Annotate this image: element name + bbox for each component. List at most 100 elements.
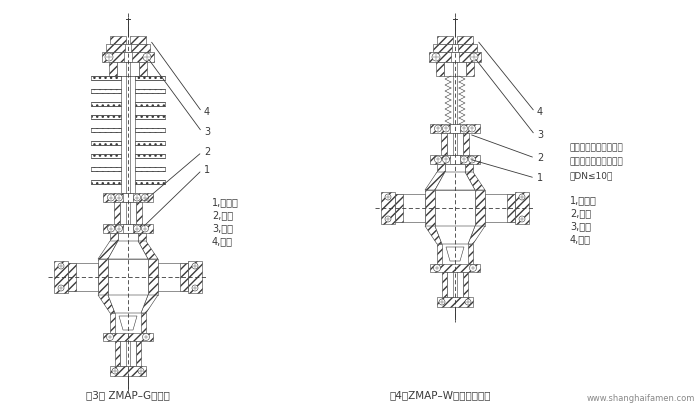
Polygon shape — [98, 241, 118, 259]
Bar — [106, 44, 150, 52]
Bar — [120, 341, 136, 366]
Bar — [447, 133, 463, 155]
Circle shape — [192, 285, 198, 291]
Bar — [91, 167, 121, 171]
Polygon shape — [119, 316, 137, 330]
Bar — [91, 180, 121, 184]
Bar — [114, 202, 120, 224]
Circle shape — [439, 299, 445, 305]
Text: www.shanghaifamen.com: www.shanghaifamen.com — [587, 394, 695, 403]
Text: 合理的阀芯整体式外轴: 合理的阀芯整体式外轴 — [570, 143, 624, 152]
Bar — [452, 44, 458, 52]
Bar — [450, 155, 460, 164]
Circle shape — [116, 194, 122, 201]
Bar — [475, 190, 485, 226]
Text: 1: 1 — [204, 165, 210, 175]
Text: （DN≤10）: （DN≤10） — [570, 171, 613, 180]
Bar — [451, 52, 459, 62]
Bar — [135, 76, 165, 80]
Bar — [444, 62, 466, 76]
Circle shape — [192, 263, 198, 269]
Bar — [395, 194, 403, 222]
Bar — [138, 233, 146, 241]
Bar — [136, 202, 142, 224]
Bar — [141, 313, 146, 333]
Bar — [435, 190, 475, 226]
Text: 3,阀盖: 3,阀盖 — [570, 221, 591, 231]
Bar — [429, 52, 481, 62]
Circle shape — [432, 53, 440, 61]
Bar — [437, 164, 445, 172]
Circle shape — [58, 285, 64, 291]
Bar — [91, 115, 121, 119]
Polygon shape — [425, 226, 442, 244]
Polygon shape — [435, 226, 475, 244]
Circle shape — [385, 194, 391, 200]
Circle shape — [116, 225, 122, 232]
Text: 1: 1 — [537, 173, 543, 183]
Circle shape — [108, 225, 115, 232]
Bar — [68, 263, 98, 291]
Text: 1,散热片: 1,散热片 — [212, 197, 239, 207]
Bar — [425, 190, 435, 226]
Bar — [118, 233, 138, 241]
Text: 2,接管: 2,接管 — [212, 210, 233, 220]
Bar — [139, 62, 147, 76]
Bar — [136, 341, 141, 366]
Bar — [103, 193, 153, 202]
Bar — [515, 192, 529, 224]
Polygon shape — [141, 295, 158, 313]
Bar — [441, 133, 447, 155]
Bar — [463, 272, 468, 297]
Bar — [135, 167, 165, 171]
Bar — [430, 124, 480, 133]
Bar — [457, 36, 473, 44]
Circle shape — [470, 53, 478, 61]
Bar — [135, 180, 165, 184]
Bar — [103, 333, 153, 341]
Circle shape — [470, 265, 477, 272]
Bar — [68, 263, 76, 291]
Bar — [110, 36, 126, 44]
Circle shape — [442, 156, 449, 163]
Polygon shape — [468, 226, 485, 244]
Bar — [433, 44, 477, 52]
Text: 2,接管: 2,接管 — [570, 208, 591, 218]
Bar — [54, 261, 68, 293]
Bar — [465, 164, 473, 172]
Bar — [123, 193, 133, 202]
Text: 4,填料: 4,填料 — [212, 236, 233, 246]
Text: 2: 2 — [537, 153, 543, 163]
Circle shape — [385, 216, 391, 222]
Bar — [123, 224, 133, 233]
Bar — [485, 194, 515, 222]
Text: 2: 2 — [204, 147, 210, 157]
Bar — [98, 259, 108, 295]
Text: 1,波纹管: 1,波纹管 — [570, 195, 597, 205]
Bar — [135, 141, 165, 145]
Bar — [135, 102, 165, 106]
Bar — [91, 141, 121, 145]
Bar — [450, 124, 460, 133]
Bar — [102, 52, 154, 62]
Polygon shape — [446, 247, 464, 261]
Polygon shape — [435, 172, 475, 190]
Bar — [110, 366, 146, 376]
Bar — [395, 194, 425, 222]
Bar — [463, 133, 469, 155]
Circle shape — [461, 156, 468, 163]
Bar — [430, 155, 480, 164]
Circle shape — [112, 368, 118, 374]
Circle shape — [519, 216, 525, 222]
Circle shape — [435, 125, 442, 132]
Circle shape — [134, 194, 141, 201]
Circle shape — [58, 263, 64, 269]
Bar — [430, 264, 480, 272]
Circle shape — [519, 194, 525, 200]
Circle shape — [468, 156, 475, 163]
Bar — [125, 44, 131, 52]
Bar — [115, 341, 120, 366]
Bar — [135, 89, 165, 93]
Polygon shape — [465, 172, 485, 190]
Circle shape — [141, 225, 148, 232]
